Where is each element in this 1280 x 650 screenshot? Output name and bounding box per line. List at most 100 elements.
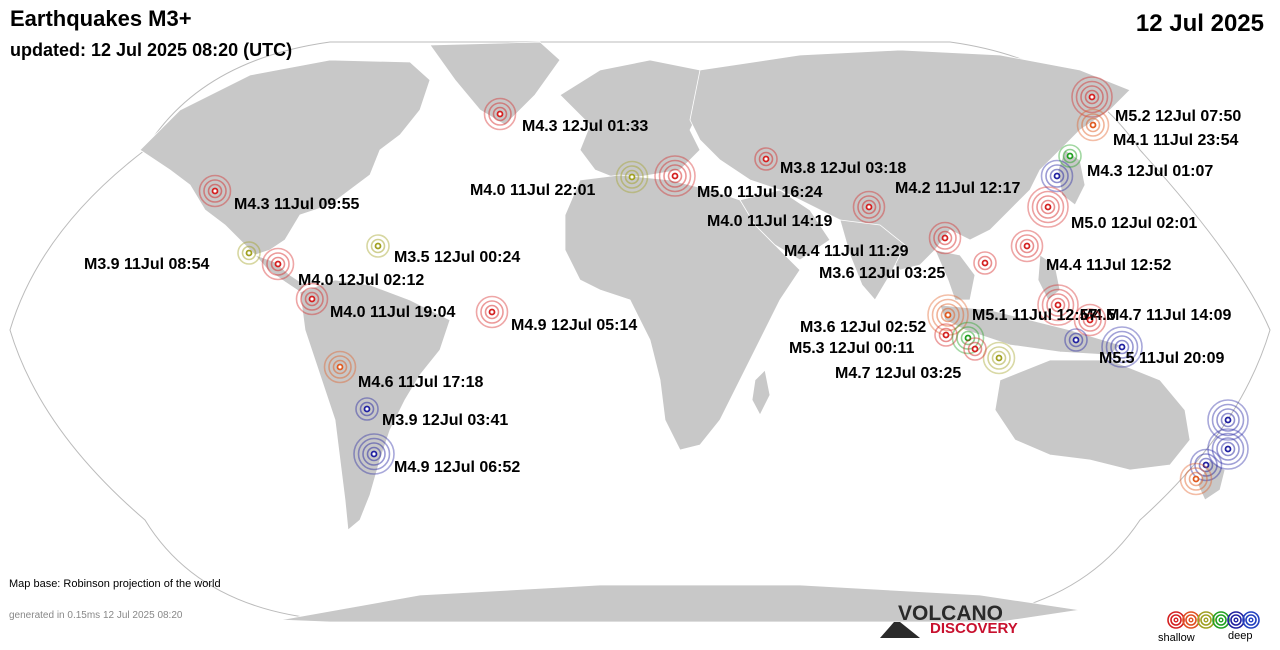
quake-ring [198, 174, 232, 208]
quake-marker[interactable] [1027, 186, 1069, 228]
quake-marker[interactable] [963, 337, 987, 361]
quake-epicenter [1044, 203, 1052, 211]
quake-label: M4.3 12Jul 01:07 [1087, 163, 1213, 180]
quake-marker[interactable] [973, 251, 997, 275]
quake-marker[interactable] [1040, 159, 1074, 193]
quake-ring [241, 245, 257, 261]
quake-marker[interactable] [1076, 108, 1110, 142]
quake-epicenter [971, 345, 979, 353]
quake-label: M4.0 11Jul 14:19 [707, 213, 833, 230]
logo-word-volcano: VOLCANO [898, 602, 1003, 625]
legend-deep-label: deep [1228, 630, 1253, 642]
quake-ring [266, 252, 290, 276]
quake-marker[interactable] [754, 147, 778, 171]
quake-marker[interactable] [237, 241, 261, 265]
quake-marker[interactable] [323, 350, 357, 384]
quake-label: M5.1 11Jul 12:57 [972, 307, 1098, 324]
quake-ring [977, 255, 993, 271]
quake-epicenter [1086, 316, 1094, 324]
quake-epicenter [628, 173, 636, 181]
quake-ring [620, 165, 644, 189]
quake-marker[interactable] [1058, 144, 1082, 168]
europe [559, 59, 721, 181]
quake-marker[interactable] [1207, 399, 1249, 441]
philippines [1037, 254, 1061, 301]
quake-marker[interactable] [483, 97, 517, 131]
quake-marker[interactable] [1071, 76, 1113, 118]
quake-marker[interactable] [295, 282, 329, 316]
page-title: Earthquakes M3+ [10, 6, 192, 31]
quake-label: M5.0 11Jul 16:24 [697, 184, 823, 201]
quake-ring [1188, 471, 1204, 487]
quake-marker[interactable] [1189, 448, 1223, 482]
quake-label: M4.3 12Jul 01:33 [522, 118, 648, 135]
quake-label: M4.0 12Jul 02:12 [298, 272, 424, 289]
quake-epicenter [308, 295, 316, 303]
north-america [139, 59, 431, 256]
quake-marker[interactable] [1010, 229, 1044, 263]
quake-ring [1050, 297, 1066, 313]
quake-marker[interactable] [934, 323, 958, 347]
quake-marker[interactable] [475, 295, 509, 329]
quake-ring [615, 160, 649, 194]
quake-epicenter [942, 331, 950, 339]
quake-ring [928, 221, 962, 255]
quake-marker[interactable] [1073, 303, 1107, 337]
quake-ring [1084, 89, 1100, 105]
quake-ring [1105, 330, 1139, 364]
quake-ring [857, 195, 881, 219]
quake-label: M5.3 12Jul 00:11 [789, 340, 915, 357]
quake-ring [1078, 308, 1102, 332]
legend-ring [1230, 614, 1242, 626]
quake-epicenter [1053, 172, 1061, 180]
legend-ring [1212, 611, 1230, 629]
quake-marker[interactable] [615, 160, 649, 194]
quake-ring [991, 350, 1007, 366]
quake-marker[interactable] [1179, 462, 1213, 496]
quake-marker[interactable] [654, 155, 696, 197]
quake-ring [987, 346, 1011, 370]
quake-marker[interactable] [1064, 328, 1088, 352]
quake-marker[interactable] [353, 433, 395, 475]
quake-marker[interactable] [261, 247, 295, 281]
current-date: 12 Jul 2025 [1135, 10, 1264, 37]
quake-ring [1073, 303, 1107, 337]
quake-marker[interactable] [1207, 428, 1249, 470]
quake-label: M4.0 11Jul 19:04 [330, 304, 456, 321]
quake-ring [237, 241, 261, 265]
quake-marker[interactable] [852, 190, 886, 224]
quake-ring [1085, 117, 1101, 133]
quake-marker[interactable] [928, 221, 962, 255]
quake-ring [480, 300, 504, 324]
quake-epicenter [944, 311, 952, 319]
quake-label: M4.9 12Jul 05:14 [511, 317, 637, 334]
quake-label: M4.0 11Jul 22:01 [470, 182, 596, 199]
quake-ring [1040, 159, 1074, 193]
quake-marker[interactable] [198, 174, 232, 208]
quake-ring [938, 327, 954, 343]
arabia [739, 189, 831, 261]
quake-ring [861, 199, 877, 215]
quake-ring [359, 401, 375, 417]
quake-ring [1027, 186, 1069, 228]
quake-label: M4.1 11Jul 23:54 [1113, 132, 1239, 149]
new-zealand [1197, 459, 1226, 501]
madagascar [751, 369, 771, 416]
quake-marker[interactable] [366, 234, 390, 258]
quake-epicenter [1066, 152, 1074, 160]
quake-ring [1062, 148, 1078, 164]
quake-ring [1110, 335, 1134, 359]
india [839, 219, 906, 301]
quake-label: M4.4 11Jul 11:29 [784, 243, 909, 260]
quake-marker[interactable] [355, 397, 379, 421]
quake-epicenter [1192, 475, 1200, 483]
quake-layer: M5.2 12Jul 07:50 M4.1 11Jul 23:54 M4.3 12J… [84, 76, 1249, 496]
quake-marker[interactable] [982, 341, 1016, 375]
quake-marker[interactable] [1037, 284, 1079, 326]
logo-word-discovery: DISCOVERY [930, 620, 1018, 637]
quake-epicenter [1089, 121, 1097, 129]
volcano-discovery-logo[interactable]: VOLCANO DISCOVERY [880, 602, 1040, 642]
quake-ring [1010, 229, 1044, 263]
quake-marker[interactable] [1101, 326, 1143, 368]
